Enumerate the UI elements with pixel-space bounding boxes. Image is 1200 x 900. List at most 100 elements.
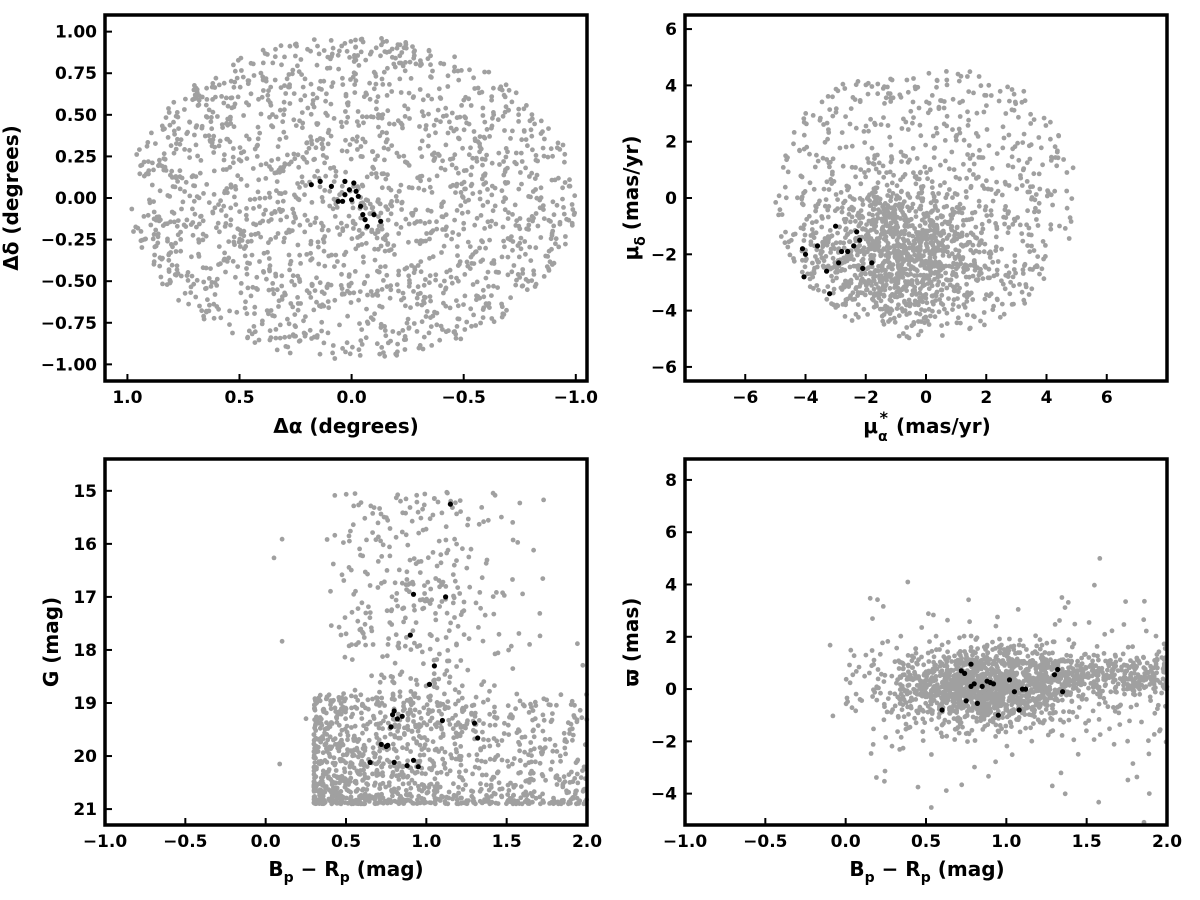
sky-field-point — [466, 96, 472, 102]
pm-field-point — [881, 84, 887, 90]
pm-field-point — [878, 298, 884, 304]
cmd-field-point — [469, 788, 474, 794]
cmd-field-point — [411, 719, 416, 724]
sky-field-point — [194, 224, 199, 230]
cmd-field-point — [405, 773, 411, 779]
sky-field-point — [452, 64, 457, 70]
pm-field-point — [862, 170, 867, 175]
pm-field-point — [955, 263, 960, 269]
pm-field-point — [971, 90, 976, 96]
sky-field-point — [509, 99, 515, 105]
sky-field-point — [414, 329, 420, 334]
cmd-field-point — [492, 651, 498, 657]
cmd-field-point — [506, 764, 511, 769]
sky-field-point — [445, 130, 451, 136]
cmd-field-point — [378, 511, 384, 517]
pm-field-point — [1022, 98, 1028, 104]
cmd-field-point — [533, 759, 538, 765]
sky-field-point — [231, 62, 236, 68]
sky-field-point — [474, 215, 480, 221]
sky-field-point — [546, 126, 551, 131]
pm-field-point — [1043, 243, 1048, 248]
pm-field-point — [842, 86, 848, 91]
sky-field-point — [535, 223, 541, 229]
cmd-field-point — [463, 768, 469, 774]
sky-field-point — [443, 286, 448, 292]
sky-field-point — [533, 157, 539, 163]
sky-field-point — [159, 256, 165, 262]
pm-field-point — [936, 191, 941, 196]
sky-member-point — [355, 193, 361, 199]
cmd-field-point — [580, 788, 586, 794]
cmd-field-point — [505, 703, 511, 709]
sky-field-point — [502, 207, 508, 213]
sky-field-point — [503, 82, 509, 88]
cmd-field-point — [393, 632, 399, 638]
sky-field-point — [363, 240, 369, 246]
sky-field-point — [443, 212, 449, 218]
pm-field-point — [982, 207, 988, 213]
pm-field-point — [967, 325, 973, 331]
cmd-field-point — [408, 702, 414, 708]
cmd-field-point — [353, 789, 359, 794]
cmd-field-point — [389, 774, 394, 780]
pm-field-point — [928, 167, 933, 173]
cmd-field-point — [533, 795, 539, 801]
sky-field-point — [531, 268, 536, 274]
sky-field-point — [177, 186, 183, 192]
sky-field-point — [461, 220, 467, 226]
cmd-field-point — [476, 718, 482, 723]
pm-field-point — [912, 226, 917, 231]
pm-field-point — [843, 114, 848, 119]
sky-field-point — [292, 312, 298, 317]
cmd-field-point — [427, 718, 433, 724]
sky-field-point — [467, 244, 473, 250]
sky-field-point — [422, 220, 428, 226]
cmd-field-point — [387, 553, 393, 559]
sky-field-point — [482, 119, 488, 125]
pm-field-point — [864, 287, 869, 293]
sky-field-point — [454, 298, 459, 303]
pm-field-point — [1019, 231, 1025, 237]
sky-field-point — [427, 236, 432, 242]
pm-field-point — [916, 176, 922, 182]
sky-field-point — [224, 186, 230, 191]
cmd-field-point — [377, 782, 383, 788]
sky-field-point — [287, 334, 292, 340]
pm-field-point — [830, 94, 835, 100]
sky-field-point — [424, 231, 429, 236]
sky-field-point — [131, 229, 136, 234]
pm-field-point — [925, 236, 931, 241]
cmd-field-point — [492, 791, 498, 797]
pm-frame — [683, 13, 1169, 383]
sky-field-point — [244, 206, 249, 211]
sky-field-point — [540, 203, 546, 209]
sky-field-point — [174, 141, 179, 147]
sky-field-point — [287, 267, 292, 273]
sky-field-point — [373, 81, 379, 87]
cmd-field-point — [373, 796, 378, 801]
cmd-field-point — [434, 563, 440, 569]
pm-field-point — [912, 302, 918, 307]
cmd-field-point — [517, 801, 522, 806]
cmd-field-point — [412, 707, 418, 713]
sky-field-point — [538, 235, 544, 240]
pm-field-point — [957, 100, 963, 106]
cmd-field-point — [528, 791, 533, 796]
cmd-field-point — [388, 608, 394, 614]
sky-field-point — [463, 199, 468, 205]
pm-field-point — [1036, 209, 1042, 215]
pm-field-point — [935, 208, 941, 214]
pm-field-point — [913, 214, 919, 220]
sky-field-point — [533, 187, 538, 192]
sky-field-point — [377, 201, 383, 207]
sky-field-point — [406, 273, 412, 279]
cmd-field-point — [522, 734, 528, 740]
cmd-field-point — [558, 758, 563, 764]
sky-field-point — [499, 301, 504, 307]
sky-field-point — [255, 189, 261, 195]
sky-field-point — [314, 122, 320, 127]
sky-field-point — [250, 284, 256, 290]
pm-field-point — [849, 214, 855, 220]
sky-field-point — [231, 234, 237, 240]
